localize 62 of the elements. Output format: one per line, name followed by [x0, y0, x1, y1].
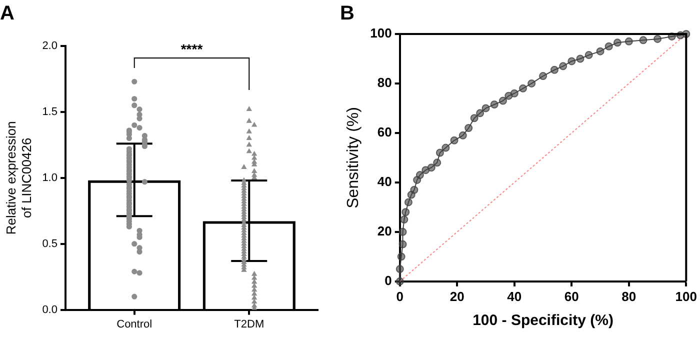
y-tick-label: 40 — [377, 174, 392, 190]
point — [476, 109, 484, 118]
point — [396, 265, 404, 274]
point — [613, 38, 622, 47]
x-tick-label: Control — [116, 318, 152, 330]
point — [458, 131, 467, 140]
point — [402, 208, 410, 216]
point — [584, 51, 593, 60]
point — [518, 84, 527, 92]
x-tick-label: 20 — [450, 288, 464, 304]
x-tick-label: 0 — [396, 288, 404, 304]
point — [576, 54, 584, 63]
point — [416, 171, 424, 180]
point — [442, 144, 450, 152]
y-tick-label: 60 — [377, 124, 392, 140]
point — [528, 79, 536, 88]
x-tick-label: 100 — [675, 288, 698, 304]
point — [498, 96, 507, 105]
y-tick-label: 20 — [377, 224, 392, 238]
x-tick-label: T2DM — [234, 318, 264, 330]
x-tick-label: 40 — [507, 288, 522, 304]
point — [404, 198, 412, 206]
point — [400, 216, 408, 224]
y-tick-label: 1.0 — [42, 172, 58, 184]
x-tick-label: 80 — [622, 288, 636, 304]
chart-title: A — [0, 2, 14, 25]
point — [604, 42, 613, 50]
y-tick-label: 0 — [384, 272, 392, 288]
point — [398, 240, 407, 248]
y-tick-label: 80 — [377, 75, 392, 90]
point — [568, 57, 576, 66]
point — [550, 66, 558, 74]
y-tick-label: 0.5 — [42, 238, 58, 250]
point — [398, 228, 407, 236]
point — [436, 148, 444, 157]
point — [427, 164, 436, 172]
point — [559, 62, 568, 70]
point — [470, 114, 478, 122]
point — [482, 104, 490, 112]
chart-title: B — [340, 2, 354, 25]
point — [596, 47, 604, 56]
point — [410, 186, 418, 194]
point — [539, 72, 548, 80]
point — [510, 89, 518, 98]
y-tick-label: 1.5 — [42, 106, 58, 118]
y-tick-label: 100 — [370, 26, 392, 41]
y-tick-label: 0.0 — [42, 304, 58, 316]
annotation: **** — [180, 40, 204, 57]
point — [490, 100, 498, 109]
point — [396, 277, 404, 286]
point — [450, 136, 458, 144]
point — [433, 158, 442, 167]
y-axis-title: Sensitivity (%) — [345, 107, 362, 208]
point — [397, 252, 406, 261]
x-tick-label: 60 — [564, 288, 579, 304]
point — [464, 124, 473, 132]
y-axis-title: Relative expression of LINC00426 — [3, 121, 34, 235]
point — [654, 34, 662, 43]
x-axis-title: 100 - Specificity (%) — [472, 312, 614, 330]
point — [639, 36, 648, 44]
point — [624, 37, 633, 46]
y-tick-label: 2.0 — [42, 40, 58, 52]
